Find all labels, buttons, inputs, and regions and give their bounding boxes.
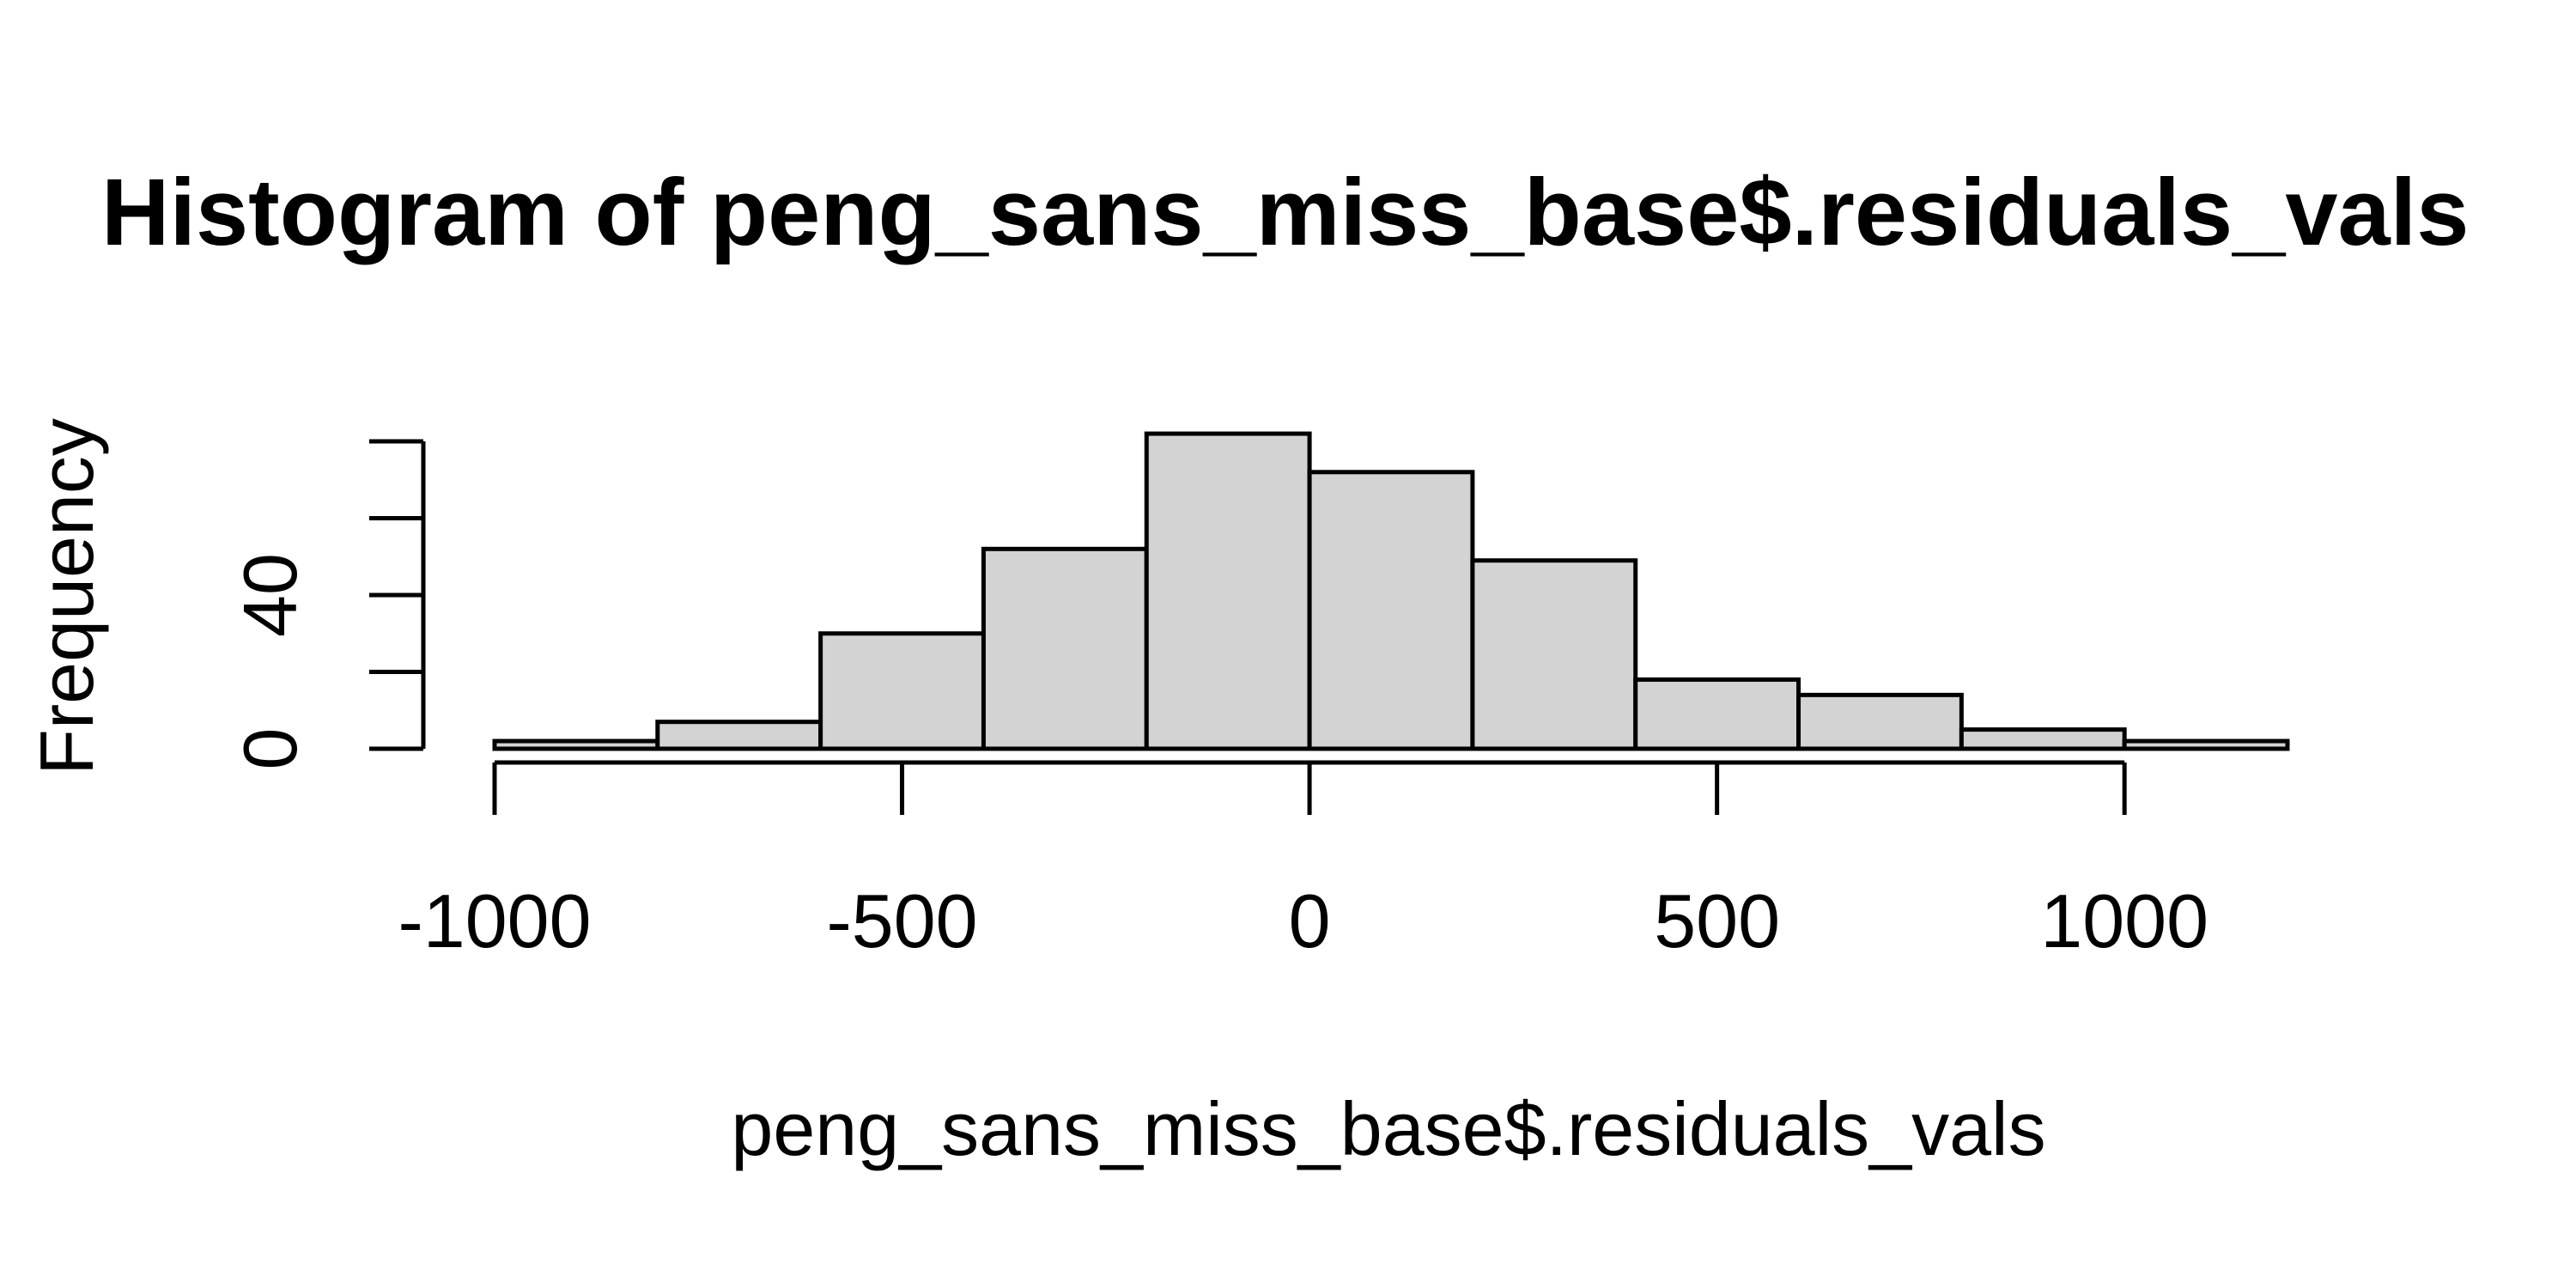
x-tick-label: -1000 xyxy=(398,878,591,963)
histogram-bar xyxy=(2122,738,2290,751)
histogram-bar xyxy=(818,631,986,751)
histogram-bar xyxy=(1144,431,1312,751)
x-tick-label: 1000 xyxy=(2040,878,2208,963)
histogram-bar xyxy=(981,546,1149,751)
x-tick-label: 0 xyxy=(1289,878,1331,963)
histogram-bar xyxy=(1796,692,1964,751)
histogram-bar xyxy=(492,738,660,751)
histogram-bar xyxy=(655,720,823,751)
histogram-bar xyxy=(1959,727,2127,751)
histogram-bar xyxy=(1633,677,1801,751)
histogram-bar xyxy=(1307,470,1475,751)
y-axis-title: Frequency xyxy=(24,418,109,775)
x-axis-title: peng_sans_miss_base$.residuals_vals xyxy=(731,1086,2045,1171)
chart-title: Histogram of peng_sans_miss_base$.residu… xyxy=(101,160,2469,265)
bars-group xyxy=(492,431,2290,751)
histogram-bar xyxy=(1470,558,1638,751)
y-tick-label: 0 xyxy=(228,728,313,770)
y-axis: 0 40 xyxy=(228,439,426,770)
x-tick-label: 500 xyxy=(1654,878,1780,963)
x-tick-label: -500 xyxy=(826,878,977,963)
x-axis: -1000 -500 0 500 1000 xyxy=(398,760,2208,963)
y-tick-label: 40 xyxy=(228,553,313,637)
